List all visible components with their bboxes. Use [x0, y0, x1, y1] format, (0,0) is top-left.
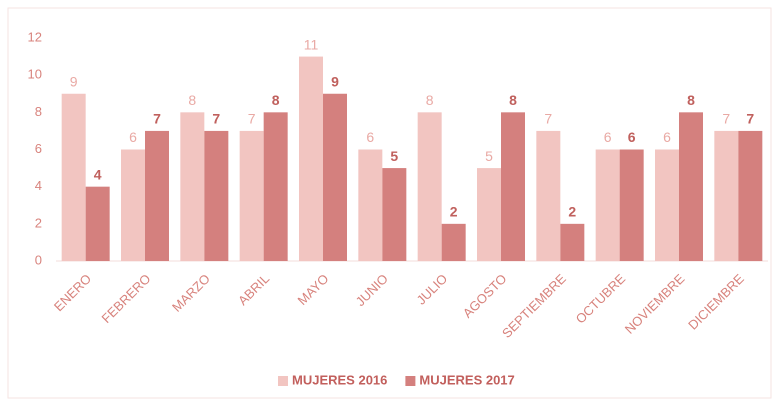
x-tick-label: JULIO: [414, 271, 451, 308]
data-label: 4: [94, 166, 102, 182]
data-label: 8: [509, 92, 517, 108]
data-label: 8: [188, 92, 196, 108]
data-label: 8: [426, 92, 434, 108]
x-tick-label: ABRIL: [235, 271, 272, 308]
bar: [61, 93, 86, 261]
bar: [239, 130, 264, 261]
data-label: 9: [70, 73, 78, 89]
bar: [714, 130, 739, 261]
data-label: 2: [450, 204, 458, 220]
bar: [299, 56, 323, 262]
data-label: 5: [390, 148, 398, 164]
bar: [441, 223, 466, 261]
data-label: 6: [663, 129, 671, 145]
bar: [145, 130, 169, 261]
x-tick-label: FEBRERO: [99, 271, 154, 326]
bar: [595, 149, 620, 261]
y-tick-label: 12: [28, 29, 42, 44]
data-label: 8: [687, 92, 695, 108]
x-tick-label: MAYO: [295, 271, 332, 308]
y-tick-label: 2: [35, 215, 42, 230]
data-label: 6: [366, 129, 374, 145]
bar: [655, 149, 679, 261]
x-tick-label: JUNIO: [353, 271, 391, 309]
legend-swatch: [278, 376, 288, 386]
bar: [560, 223, 585, 261]
bar: [204, 130, 229, 261]
chart-border: [7, 7, 772, 399]
data-label: 6: [604, 129, 612, 145]
data-label: 5: [485, 148, 493, 164]
bar: [679, 112, 703, 261]
bar: [85, 186, 110, 261]
y-tick-label: 10: [28, 67, 42, 82]
data-label: 9: [331, 73, 339, 89]
x-tick-label: AGOSTO: [460, 271, 510, 321]
y-tick-label: 8: [35, 104, 42, 119]
bar: [263, 112, 288, 261]
data-label: 8: [272, 92, 280, 108]
legend-label: MUJERES 2017: [419, 372, 514, 387]
bar: [501, 112, 525, 261]
y-tick-label: 4: [35, 178, 42, 193]
x-tick-label: ENERO: [51, 271, 94, 314]
bar: [477, 168, 501, 261]
data-label: 7: [746, 111, 754, 127]
legend-label: MUJERES 2016: [292, 372, 387, 387]
data-label: 11: [304, 36, 319, 52]
data-label: 7: [153, 111, 161, 127]
bar: [121, 149, 145, 261]
data-label: 6: [129, 129, 137, 145]
bar: [536, 130, 561, 261]
x-tick-label: OCTUBRE: [573, 271, 629, 327]
x-tick-label: SEPTIEMBRE: [499, 271, 569, 341]
bar: [323, 93, 347, 261]
legend-swatch: [405, 376, 416, 386]
bar: [180, 112, 205, 261]
data-label: 6: [628, 129, 636, 145]
bar: [382, 168, 407, 261]
x-tick-label: MARZO: [169, 271, 213, 315]
data-label: 7: [212, 111, 220, 127]
x-tick-label: NOVIEMBRE: [622, 271, 688, 337]
data-label: 2: [568, 204, 576, 220]
data-label: 7: [722, 111, 730, 127]
data-label: 7: [544, 111, 552, 127]
bar: [358, 149, 383, 261]
bar: [619, 149, 644, 261]
y-tick-label: 6: [35, 141, 42, 156]
bar: [738, 130, 763, 261]
y-tick-label: 0: [35, 252, 42, 267]
x-tick-label: DICIEMBRE: [685, 271, 747, 333]
bar: [417, 112, 442, 261]
data-label: 7: [248, 111, 256, 127]
